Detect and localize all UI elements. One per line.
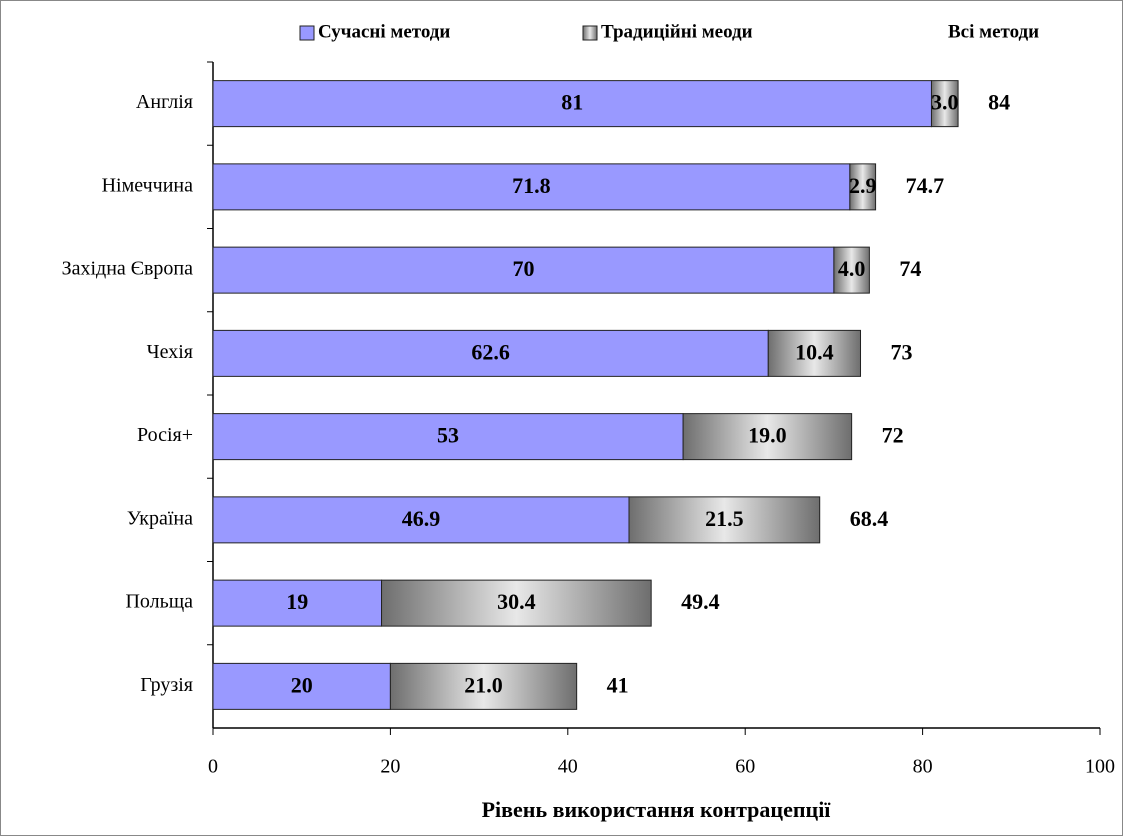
data-label: 46.9: [402, 506, 441, 531]
total-label: 68.4: [850, 506, 889, 531]
total-label: 41: [607, 672, 629, 697]
data-label: 19.0: [748, 423, 787, 448]
x-tick-label: 40: [558, 756, 578, 778]
data-label: 53: [437, 423, 459, 448]
bar-segment: [212, 413, 684, 461]
bar-segment: [682, 413, 853, 461]
x-tick-label: 80: [913, 756, 933, 778]
y-tick-label: Чехія: [147, 341, 193, 363]
x-tick-label: 20: [380, 756, 400, 778]
legend-label: Сучасні методи: [318, 21, 450, 42]
data-label: 81: [561, 90, 583, 115]
data-label: 4.0: [838, 256, 866, 281]
bar-segment: [930, 80, 959, 128]
bar-segment: [767, 329, 862, 377]
data-label: 20: [291, 672, 313, 697]
data-label: 3.0: [931, 90, 959, 115]
bar-segment: [849, 163, 877, 211]
y-tick-label: Грузія: [140, 674, 193, 696]
bar-segment: [212, 80, 932, 128]
data-label: 21.0: [464, 672, 503, 697]
total-label: 72: [882, 423, 904, 448]
legend-label: Традиційні меоди: [601, 21, 753, 42]
data-label: 71.8: [512, 173, 551, 198]
data-label: 10.4: [795, 339, 834, 364]
x-tick-label: 60: [735, 756, 755, 778]
bar-segment: [833, 246, 870, 294]
bar-segment: [212, 163, 851, 211]
x-axis-title: Рівень використання контрацепції: [482, 797, 832, 822]
total-label: 73: [891, 339, 913, 364]
data-label: 62.6: [471, 339, 510, 364]
total-label: 74.7: [906, 173, 945, 198]
data-label: 70: [512, 256, 534, 281]
x-tick-label: 0: [208, 756, 218, 778]
data-label: 2.9: [849, 173, 877, 198]
legend-swatch: [582, 25, 598, 41]
bar-segment: [212, 246, 835, 294]
data-label: 19: [286, 589, 308, 614]
total-label: 74: [899, 256, 921, 281]
y-tick-label: Західна Європа: [62, 258, 194, 280]
y-tick-label: Росія+: [137, 424, 193, 446]
y-tick-label: Німеччина: [102, 174, 194, 196]
bar-segment: [389, 662, 578, 710]
bar-segment: [212, 496, 630, 544]
data-label: 21.5: [705, 506, 744, 531]
bar-segment: [381, 579, 652, 627]
total-label: 84: [988, 90, 1010, 115]
bar-segment: [628, 496, 821, 544]
y-tick-label: Польща: [125, 591, 193, 613]
data-label: 30.4: [497, 589, 536, 614]
y-tick-label: Англія: [136, 91, 193, 113]
x-tick-label: 100: [1085, 756, 1115, 778]
y-tick-label: Україна: [127, 507, 193, 529]
total-label: 49.4: [681, 589, 720, 614]
bar-segment: [212, 579, 383, 627]
bar-segment: [212, 662, 391, 710]
legend-swatch: [299, 25, 315, 41]
legend-label: Всі методи: [948, 21, 1039, 42]
